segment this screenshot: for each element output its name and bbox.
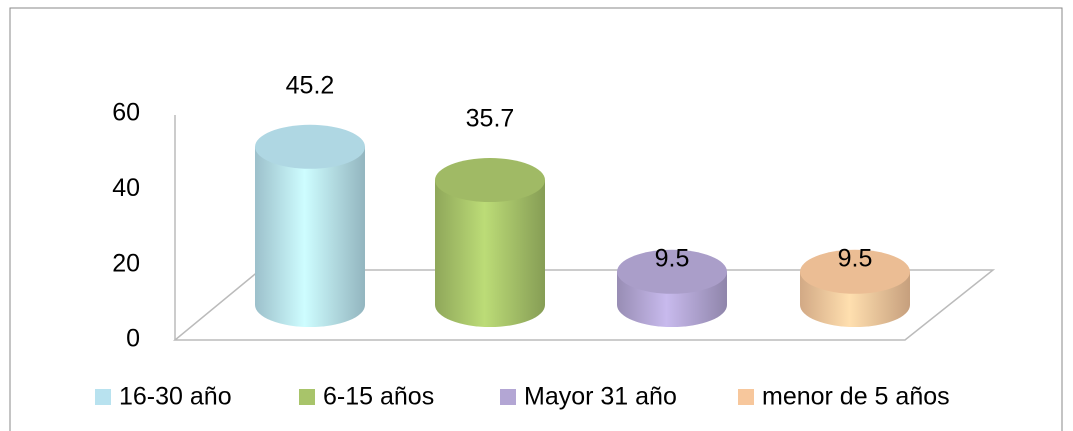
y-tick-label: 0 bbox=[126, 325, 140, 353]
bar-top bbox=[617, 249, 727, 294]
legend-label: 6-15 años bbox=[323, 383, 434, 411]
legend-swatch bbox=[738, 389, 754, 405]
bar-top bbox=[800, 249, 910, 294]
y-tick-label: 60 bbox=[112, 99, 140, 127]
floor bbox=[172, 269, 996, 341]
data-label: 9.5 bbox=[655, 244, 690, 272]
legend-label: Mayor 31 año bbox=[524, 383, 677, 411]
data-label: 45.2 bbox=[286, 71, 335, 99]
data-label: 35.7 bbox=[466, 105, 515, 133]
legend-swatch bbox=[299, 389, 315, 405]
legend-swatch bbox=[95, 389, 111, 405]
y-tick-label: 20 bbox=[112, 249, 140, 277]
bar bbox=[435, 180, 545, 327]
data-label: 9.5 bbox=[838, 244, 873, 272]
bar bbox=[255, 146, 365, 327]
bar-top bbox=[255, 124, 365, 169]
legend-label: menor de 5 años bbox=[762, 383, 950, 411]
y-tick-label: 40 bbox=[112, 174, 140, 202]
bar-top bbox=[435, 158, 545, 203]
legend-swatch bbox=[500, 389, 516, 405]
legend-label: 16-30 año bbox=[119, 383, 232, 411]
